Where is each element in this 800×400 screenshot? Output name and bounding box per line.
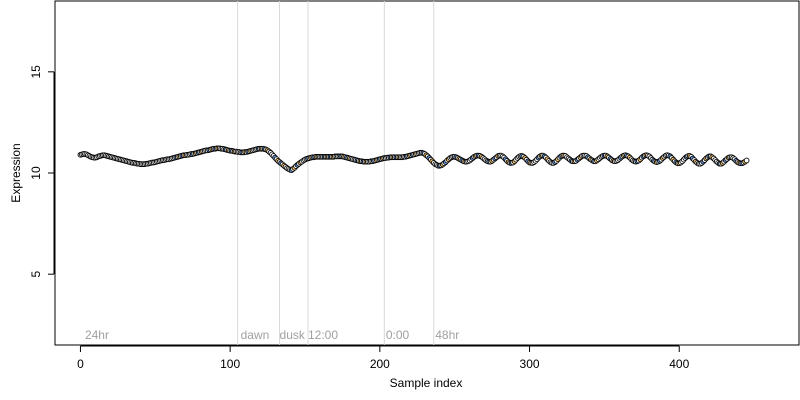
x-tick-label: 0: [77, 357, 84, 371]
x-tick-label: 300: [520, 357, 540, 371]
point-layer: [77, 145, 750, 174]
y-axis: 5 10 15: [29, 65, 55, 278]
annotation-label: 0:00: [386, 328, 410, 342]
vline-layer: [237, 1, 435, 345]
x-axis: 0 100 200 300 400: [77, 345, 690, 371]
x-tick-label: 400: [669, 357, 689, 371]
x-tick-label: 100: [220, 357, 240, 371]
plot-frame: [54, 0, 800, 346]
x-tick-label: 200: [370, 357, 390, 371]
annotation-label: 48hr: [435, 328, 459, 342]
y-axis-title: Expression: [9, 143, 23, 202]
annotation-layer: 24hr dawn dusk 12:00 0:00 48hr: [85, 328, 459, 342]
data-point: [743, 157, 750, 164]
annotation-label: 24hr: [85, 328, 109, 342]
annotation-label: dawn: [241, 328, 270, 342]
y-tick-label: 10: [29, 166, 43, 180]
annotation-label: 12:00: [308, 328, 338, 342]
y-tick-label: 15: [29, 65, 43, 79]
x-axis-title: Sample index: [390, 376, 463, 390]
annotation-label: dusk: [280, 328, 306, 342]
y-tick-label: 5: [29, 271, 43, 278]
